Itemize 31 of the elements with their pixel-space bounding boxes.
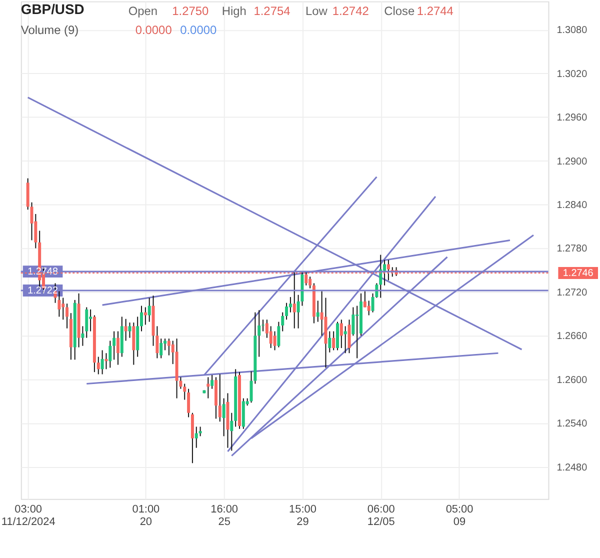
y-tick-label: 1.2600 (556, 374, 588, 386)
y-tick-label: 1.2720 (556, 287, 588, 298)
x-tick-label: 03:00 11/12/2024 (1, 503, 56, 528)
chart-title: GBP/USD (20, 1, 84, 18)
annotation: 0.0000 (180, 23, 217, 38)
annotation: Low (305, 4, 328, 18)
x-tick-label: 15:00 29 (289, 503, 316, 528)
annotation: 1.2744 (416, 4, 454, 18)
annotation: 1.2754 (254, 4, 291, 18)
y-tick-label: 1.2780 (556, 244, 588, 255)
annotation: Open (128, 4, 158, 18)
annotation: 1.2750 (172, 4, 210, 18)
y-tick-label: 1.2480 (556, 462, 588, 474)
y-tick-label: 1.2660 (556, 331, 588, 342)
ref-line-label: 1.2722 (28, 285, 58, 296)
y-tick-label: 1.2960 (556, 112, 588, 124)
ref-line-label: 1.2746 (562, 268, 594, 279)
x-tick-label: 16:00 25 (210, 503, 238, 528)
annotation: 0.0000 (135, 23, 172, 38)
y-tick-label: 1.3020 (556, 68, 588, 80)
x-tick-label: 06:00 12/05 (367, 503, 395, 528)
annotation: High (222, 4, 246, 18)
annotation: Volume (9) (20, 23, 79, 38)
y-tick-label: 1.3080 (556, 25, 588, 36)
annotation: 1.2742 (332, 4, 370, 18)
y-tick-label: 1.2840 (556, 200, 588, 212)
y-tick-label: 1.2900 (556, 156, 588, 168)
annotation: Close (384, 4, 415, 18)
y-tick-label: 1.2540 (556, 418, 588, 430)
x-tick-label: 05:00 09 (446, 503, 474, 528)
x-tick-label: 01:00 20 (132, 503, 160, 528)
